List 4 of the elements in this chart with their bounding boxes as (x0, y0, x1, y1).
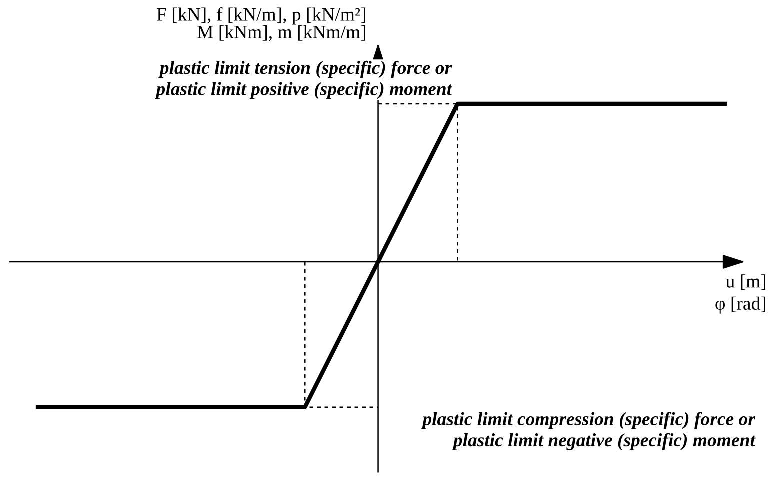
x-axis-title: u [m] φ [rad] (716, 274, 766, 314)
text: plastic limit tension (specific) force or plastic limit positive (specific) moment (154, 60, 453, 100)
text: plastic limit compression (specific) force or plastic limit negative (specific) moment (421, 412, 756, 450)
y-axis-title: F [kN], f [kN/m], p [kN/m²] M [kNm], m [kNm/m] (157, 8, 366, 42)
